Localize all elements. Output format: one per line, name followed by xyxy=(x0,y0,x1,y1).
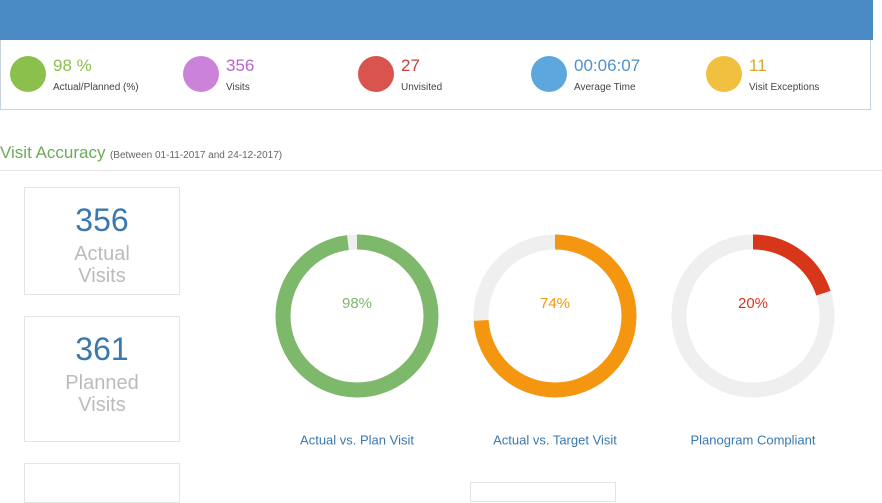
kpi-icon xyxy=(706,56,742,92)
kpi-value: 27 xyxy=(401,56,420,75)
kpi-value: 98 % xyxy=(53,56,92,75)
divider xyxy=(0,170,882,171)
gauge-title: Actual vs. Plan Visit xyxy=(300,432,414,447)
kpi-strip: 98 % Actual/Planned (%) 356 Visits 27 Unvis… xyxy=(0,40,871,110)
kpi-label: Unvisited xyxy=(401,82,443,93)
card-value: 361 xyxy=(75,331,129,367)
section-title: Visit Accuracy xyxy=(0,143,106,162)
stat-card: 356 Actual Visits xyxy=(24,187,180,295)
gauge-title: Actual vs. Target Visit xyxy=(493,432,617,447)
kpi-icon xyxy=(183,56,219,92)
kpi-icon xyxy=(10,56,46,92)
gauge-arc xyxy=(275,234,439,398)
gauge-label: 74% xyxy=(540,295,570,312)
kpi-label: Average Time xyxy=(574,82,636,93)
gauge-label: 98% xyxy=(342,295,372,312)
stat-card: 361 Planned Visits xyxy=(24,316,180,442)
gauge-arc xyxy=(473,234,637,398)
card-label: Actual Visits xyxy=(74,243,130,287)
card-value: 356 xyxy=(75,202,129,238)
kpi-label: Actual/Planned (%) xyxy=(53,82,139,93)
kpi-icon xyxy=(531,56,567,92)
gauge-title: Planogram Compliant xyxy=(690,432,815,447)
section-header: Visit Accuracy (Between 01-11-2017 and 2… xyxy=(0,143,282,163)
card-label: Planned Visits xyxy=(65,372,139,416)
section-subtitle: (Between 01-11-2017 and 24-12-2017) xyxy=(109,150,283,161)
kpi-label: Visit Exceptions xyxy=(749,82,820,93)
gauges: 98% Actual vs. Plan Visit 74% Actual vs. Ta… xyxy=(275,234,835,447)
kpi-label: Visits xyxy=(226,82,250,93)
gauge-arc xyxy=(671,234,835,398)
top-bar xyxy=(0,0,873,40)
kpi-value: 11 xyxy=(749,56,767,75)
kpi-value: 356 xyxy=(226,56,255,75)
kpi-icon xyxy=(358,56,394,92)
kpi-value: 00:06:07 xyxy=(574,56,641,75)
gauge-label: 20% xyxy=(738,295,768,312)
